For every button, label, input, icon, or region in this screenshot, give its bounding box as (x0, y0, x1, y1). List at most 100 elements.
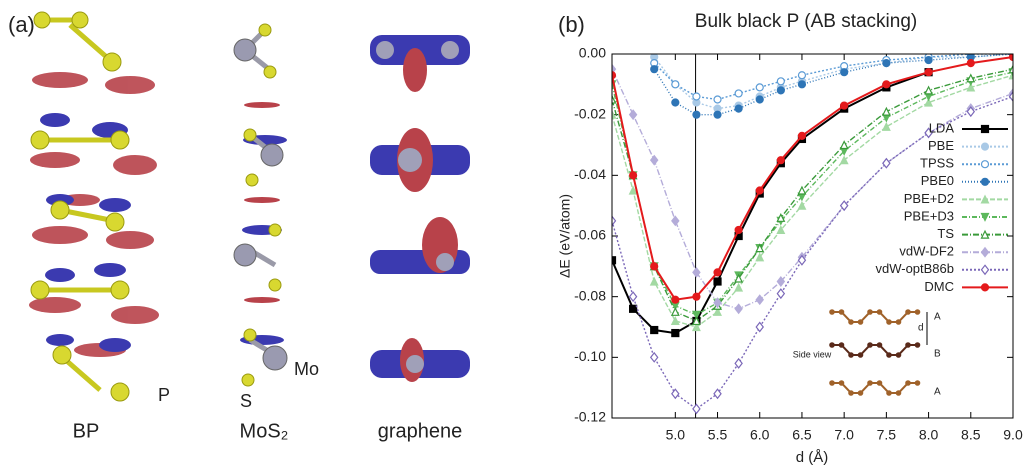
marker (612, 256, 617, 265)
marker (839, 200, 849, 212)
marker (924, 85, 934, 95)
marker (734, 225, 743, 235)
atom (867, 342, 873, 348)
x-tick-label: 5.5 (708, 427, 728, 443)
marker (691, 316, 701, 326)
marker (713, 110, 722, 119)
marker (881, 106, 891, 116)
marker (692, 110, 701, 119)
marker (980, 264, 990, 276)
legend-label: PBE+D3 (904, 208, 954, 223)
atom (895, 319, 902, 325)
atom-label: Mo (294, 359, 319, 379)
marker (980, 246, 990, 258)
marker (797, 71, 807, 80)
marker (713, 306, 722, 316)
graphene-render (370, 35, 470, 382)
marker (966, 58, 975, 68)
atom (895, 390, 902, 396)
x-axis-label: d (Å) (796, 449, 829, 466)
marker (649, 276, 659, 286)
chart-title: Bulk black P (AB stacking) (695, 11, 917, 32)
x-tick-label: 8.0 (919, 427, 939, 443)
atom (876, 309, 883, 315)
y-tick-label: 0.00 (579, 45, 606, 61)
marker (966, 106, 976, 118)
marker (1008, 54, 1013, 62)
x-tick-label: 6.5 (792, 427, 812, 443)
atom (886, 352, 892, 358)
inset-label: B (934, 349, 941, 360)
marker (671, 80, 680, 89)
atom (848, 352, 854, 358)
legend-label: PBE+D2 (904, 191, 954, 206)
marker (776, 276, 786, 287)
marker (670, 316, 680, 326)
marker (980, 124, 990, 134)
marker (734, 303, 743, 315)
marker (839, 140, 849, 150)
legend-label: LDA (929, 120, 955, 135)
atom-label: S (240, 391, 252, 411)
atom (914, 309, 921, 315)
atom (857, 319, 864, 325)
marker (980, 229, 990, 239)
marker (839, 155, 849, 165)
atom (914, 380, 921, 386)
atom (867, 380, 873, 386)
marker (980, 160, 990, 169)
atom (829, 309, 835, 315)
atom (848, 390, 854, 396)
marker (776, 212, 786, 222)
marker (692, 92, 701, 101)
inset-label: Side view (793, 349, 832, 359)
marker (629, 304, 638, 313)
marker (980, 142, 990, 151)
marker (924, 55, 933, 65)
column-label: MoS₂ (240, 420, 289, 442)
marker (612, 215, 617, 227)
marker (797, 185, 807, 195)
marker (692, 266, 701, 278)
marker (628, 109, 638, 121)
x-tick-label: 6.0 (750, 427, 770, 443)
marker (1008, 90, 1013, 102)
marker (713, 277, 722, 286)
marker (671, 215, 680, 227)
marker (692, 403, 701, 415)
y-tick-label: -0.08 (574, 287, 606, 303)
marker (1008, 64, 1013, 74)
marker (797, 80, 807, 89)
marker (980, 212, 990, 222)
atom (838, 380, 845, 386)
y-tick-label: -0.02 (574, 105, 606, 121)
y-axis-label: ΔE (eV/atom) (557, 194, 573, 278)
atom (886, 319, 892, 325)
marker (966, 82, 976, 92)
mos2-render (233, 23, 288, 387)
marker (755, 321, 764, 333)
marker (755, 186, 764, 195)
atom (905, 342, 911, 348)
marker (797, 254, 807, 266)
x-tick-label: 7.5 (877, 427, 897, 443)
marker (612, 94, 617, 104)
legend-label: TPSS (920, 156, 954, 171)
legend-label: vdW-DF2 (899, 244, 954, 259)
legend-label: vdW-optB86b (875, 261, 954, 276)
marker (755, 95, 764, 104)
marker (671, 98, 680, 107)
marker (734, 357, 743, 369)
marker (691, 310, 701, 320)
marker (980, 283, 990, 292)
marker (734, 273, 744, 283)
atom (886, 390, 892, 396)
marker (755, 243, 765, 253)
marker (924, 68, 933, 77)
atom (914, 342, 921, 348)
marker (840, 68, 849, 77)
marker (797, 200, 807, 210)
atom (867, 309, 873, 315)
atom (895, 352, 902, 358)
